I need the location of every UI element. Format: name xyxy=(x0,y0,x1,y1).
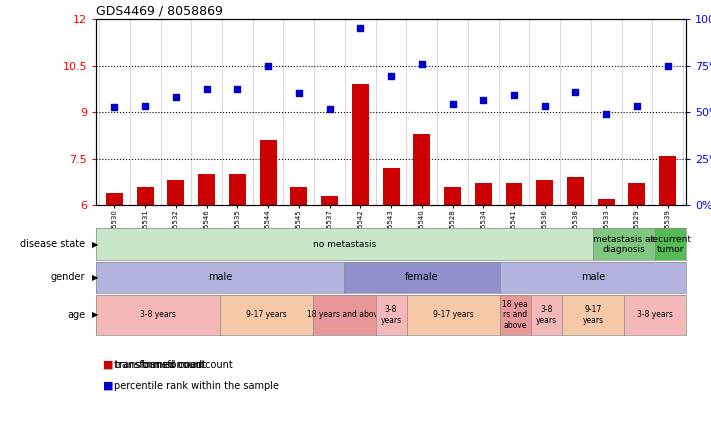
Point xyxy=(139,102,151,109)
Point xyxy=(447,101,458,108)
Text: ■: ■ xyxy=(103,381,114,391)
Text: ■ transformed count: ■ transformed count xyxy=(103,360,206,370)
Text: 18 years and above: 18 years and above xyxy=(306,310,383,319)
Bar xyxy=(260,140,277,205)
Text: recurrent
tumor: recurrent tumor xyxy=(650,235,692,254)
Point xyxy=(293,90,304,97)
Text: GDS4469 / 8058869: GDS4469 / 8058869 xyxy=(96,5,223,18)
Text: 18 yea
rs and
above: 18 yea rs and above xyxy=(503,300,528,330)
Text: ■: ■ xyxy=(103,360,114,370)
Bar xyxy=(536,180,553,205)
Text: 9-17
years: 9-17 years xyxy=(582,305,604,324)
Bar xyxy=(321,196,338,205)
Text: female: female xyxy=(405,272,439,283)
Point xyxy=(324,106,336,113)
Text: 9-17 years: 9-17 years xyxy=(247,310,287,319)
Bar xyxy=(659,156,676,205)
Point xyxy=(355,25,366,32)
Point xyxy=(201,85,213,92)
Text: 3-8 years: 3-8 years xyxy=(637,310,673,319)
Bar xyxy=(352,84,369,205)
Point xyxy=(416,60,427,67)
Text: 9-17 years: 9-17 years xyxy=(433,310,474,319)
Bar xyxy=(383,168,400,205)
Text: male: male xyxy=(208,272,232,283)
Text: 3-8
years: 3-8 years xyxy=(536,305,557,324)
Bar xyxy=(290,187,307,205)
Bar xyxy=(475,184,492,205)
Bar xyxy=(444,187,461,205)
Point xyxy=(539,102,550,109)
Point xyxy=(232,85,243,92)
Bar xyxy=(229,174,246,205)
Bar xyxy=(629,184,646,205)
Point xyxy=(570,88,581,95)
Text: male: male xyxy=(581,272,605,283)
Text: no metastasis: no metastasis xyxy=(313,240,376,249)
Text: percentile rank within the sample: percentile rank within the sample xyxy=(114,381,279,391)
Point xyxy=(508,92,520,99)
Bar xyxy=(506,184,523,205)
Point xyxy=(385,73,397,80)
Text: metastasis at
diagnosis: metastasis at diagnosis xyxy=(594,235,655,254)
Bar xyxy=(198,174,215,205)
Text: ▶: ▶ xyxy=(92,273,99,282)
Point xyxy=(662,62,673,69)
Text: 3-8
years: 3-8 years xyxy=(380,305,402,324)
Bar xyxy=(413,134,430,205)
Point xyxy=(631,102,643,109)
Text: ▶: ▶ xyxy=(92,310,99,319)
Text: transformed count: transformed count xyxy=(114,360,205,370)
Text: gender: gender xyxy=(50,272,85,283)
Bar xyxy=(598,199,614,205)
Text: transformed count: transformed count xyxy=(142,360,233,370)
Point xyxy=(170,93,181,100)
Point xyxy=(478,96,489,103)
Text: ▶: ▶ xyxy=(92,240,99,249)
Point xyxy=(109,104,120,111)
Bar xyxy=(106,193,123,205)
Text: age: age xyxy=(68,310,85,320)
Bar xyxy=(168,180,184,205)
Text: 3-8 years: 3-8 years xyxy=(140,310,176,319)
Bar xyxy=(137,187,154,205)
Bar xyxy=(567,177,584,205)
Text: disease state: disease state xyxy=(20,239,85,249)
Point xyxy=(262,62,274,69)
Point xyxy=(601,110,612,117)
